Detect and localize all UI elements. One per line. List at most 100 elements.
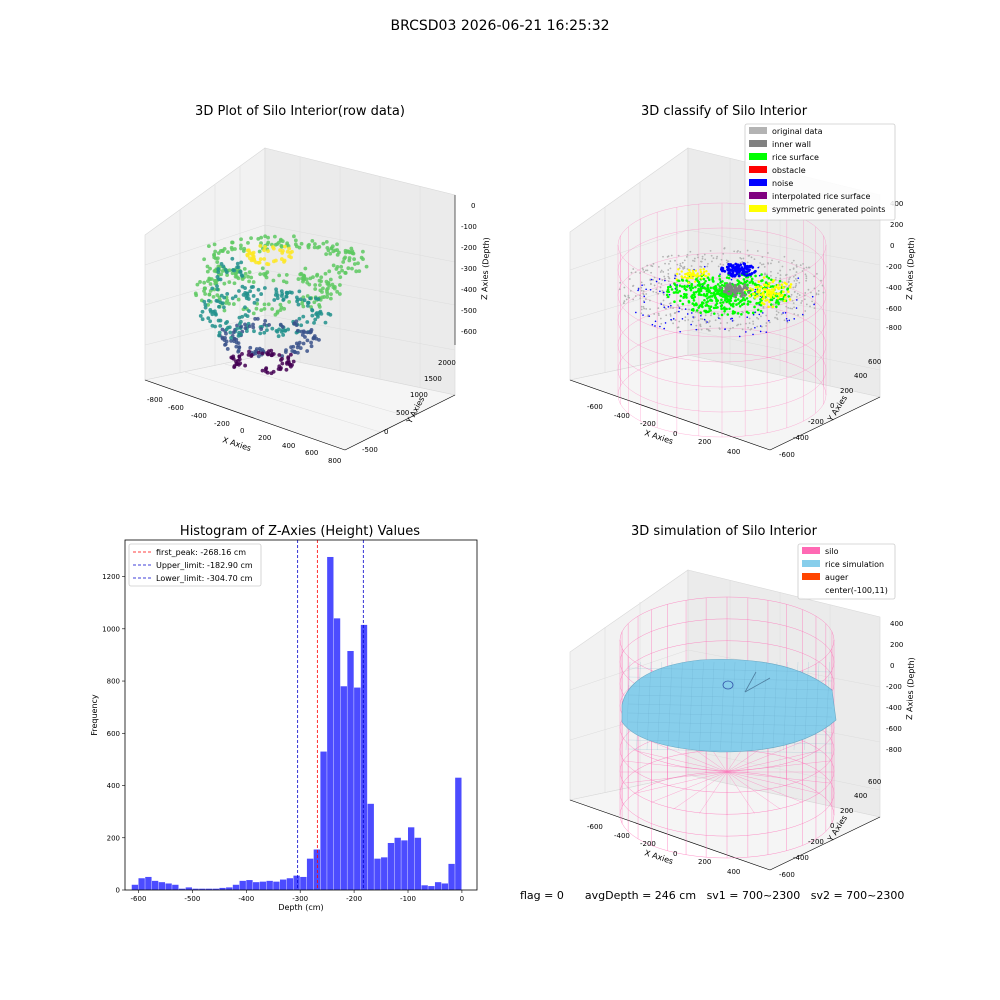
classified-point [641, 267, 644, 270]
raw-point [306, 243, 311, 248]
raw-point [219, 261, 224, 266]
raw-point [350, 266, 354, 271]
raw-point [228, 330, 233, 335]
classified-point [760, 315, 762, 318]
raw-point [246, 274, 250, 279]
raw-point [223, 267, 228, 272]
raw-point [206, 298, 211, 303]
raw-point [306, 300, 311, 305]
raw-point [214, 312, 218, 317]
raw-point [266, 240, 271, 245]
classified-point [809, 305, 811, 308]
rice-surface-mesh [621, 659, 837, 753]
classified-point [795, 284, 797, 287]
classified-point [765, 314, 768, 317]
raw-point [274, 290, 279, 295]
classified-point [759, 262, 762, 264]
classified-point [739, 251, 742, 253]
classified-point [645, 288, 647, 291]
raw-point [298, 346, 303, 350]
classified-point [726, 321, 729, 324]
classified-point [720, 258, 723, 261]
raw-point [216, 270, 221, 275]
raw-point [234, 362, 239, 366]
classified-point [737, 250, 739, 252]
raw-point [305, 320, 310, 324]
classified-point [662, 291, 665, 294]
classified-point [624, 295, 627, 298]
raw-point [323, 271, 328, 276]
classified-point [657, 292, 660, 295]
classified-point [662, 299, 665, 302]
raw-point [259, 308, 264, 313]
classified-point [722, 263, 725, 266]
raw-point [286, 359, 291, 363]
classified-point [756, 325, 759, 328]
legend-label: center(-100,11) [825, 586, 888, 595]
raw-point [248, 345, 253, 350]
raw-point [315, 273, 319, 278]
raw-point [313, 283, 318, 287]
classified-point [796, 279, 798, 282]
classified-point [746, 316, 749, 319]
raw-point [340, 268, 344, 273]
sim-z-tick: 0 [890, 662, 894, 670]
classified-point [766, 273, 768, 276]
classified-point [640, 281, 643, 284]
raw-point [230, 256, 235, 261]
classified-point [742, 257, 745, 260]
raw-point [249, 236, 253, 241]
raw-point [326, 311, 331, 316]
classified-point [782, 312, 784, 314]
classified-point [652, 278, 654, 281]
raw-point [225, 273, 230, 277]
classified-point [730, 278, 733, 281]
sim-y-tick: 200 [840, 807, 853, 815]
classified-point [645, 293, 648, 295]
sim-z-tick: 400 [890, 620, 903, 628]
raw-point [229, 245, 234, 250]
classified-point [759, 325, 762, 327]
raw-point [206, 316, 211, 321]
classified-point [719, 322, 722, 325]
legend-swatch [802, 573, 820, 580]
raw-point [275, 242, 280, 247]
classified-point [789, 276, 791, 279]
classified-point [777, 261, 780, 263]
raw-point [323, 320, 328, 325]
classified-point [794, 274, 797, 277]
classified-point [623, 286, 626, 289]
classified-point [792, 286, 795, 289]
classified-point [791, 307, 794, 310]
sim-x-tick: 400 [727, 868, 740, 876]
raw-point [269, 353, 274, 358]
raw-point [247, 279, 251, 284]
raw-point [243, 363, 248, 368]
raw-point [290, 290, 294, 295]
classified-point [767, 262, 770, 265]
classified-point [781, 281, 784, 283]
classified-point [794, 286, 797, 289]
raw-point [238, 269, 243, 274]
raw-point [208, 282, 213, 286]
raw-point [286, 355, 291, 360]
classified-point [697, 311, 699, 314]
classified-point [708, 320, 711, 322]
classified-point [697, 328, 700, 331]
classified-point [790, 293, 793, 296]
classified-point [795, 307, 798, 309]
classified-point [672, 307, 674, 309]
classified-point [674, 319, 677, 321]
raw-point [335, 242, 339, 247]
raw-point [243, 313, 248, 317]
raw-point [260, 351, 265, 356]
classified-point [674, 277, 676, 280]
raw-point [321, 286, 325, 291]
classified-point [627, 296, 630, 299]
classified-point [690, 323, 692, 326]
raw-point [234, 337, 239, 342]
raw-point [333, 248, 338, 253]
raw-point [302, 330, 307, 335]
classified-point [618, 288, 621, 291]
raw-point [282, 258, 287, 263]
